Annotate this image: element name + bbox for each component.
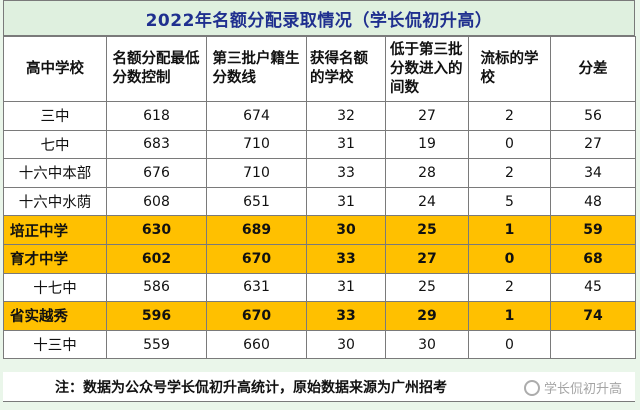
table-cell-school[interactable]: 三中 bbox=[3, 101, 107, 131]
table-cell-batch3[interactable]: 710 bbox=[206, 129, 307, 160]
column-header-got-quota: 获得名额的学校 bbox=[306, 36, 386, 102]
table-cell-quota-min[interactable]: 596 bbox=[106, 301, 207, 331]
table-cell-below[interactable]: 28 bbox=[385, 158, 469, 188]
table-cell-batch3[interactable]: 670 bbox=[206, 243, 307, 274]
table-cell-school[interactable]: 七中 bbox=[3, 129, 107, 160]
table-cell-school[interactable]: 育才中学 bbox=[3, 243, 107, 274]
table-cell-batch3[interactable]: 660 bbox=[206, 329, 307, 360]
table-cell-diff[interactable]: 48 bbox=[550, 186, 636, 217]
table-cell-got[interactable]: 31 bbox=[306, 186, 386, 217]
table-cell-diff[interactable]: 59 bbox=[550, 215, 636, 245]
table-cell-quota-min[interactable]: 618 bbox=[106, 101, 207, 131]
table-cell-got[interactable]: 30 bbox=[306, 215, 386, 245]
table-cell-school[interactable]: 十六中本部 bbox=[3, 158, 107, 188]
table-cell-quota-min[interactable]: 683 bbox=[106, 129, 207, 160]
table-cell-below[interactable]: 24 bbox=[385, 186, 469, 217]
table-body: 三中 618 674 32 27 2 56 七中 683 710 31 19 0 27 十六中本部 676 71… bbox=[3, 101, 636, 360]
table-cell-diff[interactable]: 56 bbox=[550, 101, 636, 131]
table-title: 2022年名额分配录取情况（学长侃初升高） bbox=[3, 0, 635, 36]
table-cell-got[interactable]: 33 bbox=[306, 243, 386, 274]
table-row: 省实越秀 596 670 33 29 1 74 bbox=[3, 301, 636, 331]
table-cell-diff[interactable]: 74 bbox=[550, 301, 636, 331]
watermark-text: 学长侃初升高 bbox=[543, 382, 622, 397]
column-header-batch3: 第三批户籍生分数线 bbox=[206, 36, 307, 102]
table-cell-failed[interactable]: 0 bbox=[468, 329, 551, 360]
table-cell-school[interactable]: 十七中 bbox=[3, 272, 107, 303]
table-cell-school[interactable]: 省实越秀 bbox=[3, 301, 107, 331]
table-cell-got[interactable]: 31 bbox=[306, 129, 386, 160]
table-cell-failed[interactable]: 0 bbox=[468, 129, 551, 160]
table-row: 十六中本部 676 710 33 28 2 34 bbox=[3, 158, 636, 188]
column-header-diff: 分差 bbox=[550, 36, 636, 102]
table-cell-below[interactable]: 25 bbox=[385, 215, 469, 245]
column-header-school: 高中学校 bbox=[3, 36, 107, 102]
table-cell-batch3[interactable]: 689 bbox=[206, 215, 307, 245]
table-row: 十三中 559 660 30 30 0 bbox=[3, 329, 636, 360]
table-cell-batch3[interactable]: 631 bbox=[206, 272, 307, 303]
table-footnote: 注：数据为公众号学长侃初升高统计，原始数据来源为广州招考 bbox=[3, 372, 635, 402]
table-cell-school[interactable]: 培正中学 bbox=[3, 215, 107, 245]
table-cell-failed[interactable]: 1 bbox=[468, 301, 551, 331]
table-cell-batch3[interactable]: 710 bbox=[206, 158, 307, 188]
table-cell-quota-min[interactable]: 602 bbox=[106, 243, 207, 274]
table-cell-quota-min[interactable]: 676 bbox=[106, 158, 207, 188]
table-cell-below[interactable]: 25 bbox=[385, 272, 469, 303]
table-cell-diff[interactable]: 34 bbox=[550, 158, 636, 188]
admission-table: 高中学校 名额分配最低分数控制 第三批户籍生分数线 获得名额的学校 低于第三批分… bbox=[3, 36, 636, 360]
watermark: 学长侃初升高 bbox=[523, 378, 622, 397]
table-row: 育才中学 602 670 33 27 0 68 bbox=[3, 243, 636, 274]
table-cell-batch3[interactable]: 674 bbox=[206, 101, 307, 131]
table-cell-failed[interactable]: 2 bbox=[468, 272, 551, 303]
table-cell-school[interactable]: 十三中 bbox=[3, 329, 107, 360]
table-row: 十六中水荫 608 651 31 24 5 48 bbox=[3, 186, 636, 217]
table-cell-failed[interactable]: 0 bbox=[468, 243, 551, 274]
table-cell-failed[interactable]: 5 bbox=[468, 186, 551, 217]
table-cell-quota-min[interactable]: 586 bbox=[106, 272, 207, 303]
table-cell-quota-min[interactable]: 630 bbox=[106, 215, 207, 245]
table-cell-batch3[interactable]: 651 bbox=[206, 186, 307, 217]
column-header-below-batch3: 低于第三批分数进入的间数 bbox=[385, 36, 469, 102]
table-cell-got[interactable]: 31 bbox=[306, 272, 386, 303]
table-cell-below[interactable]: 19 bbox=[385, 129, 469, 160]
table-row: 三中 618 674 32 27 2 56 bbox=[3, 101, 636, 131]
table-cell-got[interactable]: 30 bbox=[306, 329, 386, 360]
column-header-quota-min: 名额分配最低分数控制 bbox=[106, 36, 207, 102]
table-cell-failed[interactable]: 1 bbox=[468, 215, 551, 245]
table-cell-below[interactable]: 30 bbox=[385, 329, 469, 360]
table-cell-got[interactable]: 33 bbox=[306, 158, 386, 188]
table-cell-below[interactable]: 29 bbox=[385, 301, 469, 331]
table-cell-diff[interactable]: 27 bbox=[550, 129, 636, 160]
table-cell-failed[interactable]: 2 bbox=[468, 158, 551, 188]
table-cell-below[interactable]: 27 bbox=[385, 243, 469, 274]
watermark-logo-icon bbox=[523, 379, 540, 396]
column-header-failed: 流标的学校 bbox=[468, 36, 551, 102]
table-cell-below[interactable]: 27 bbox=[385, 101, 469, 131]
table-row: 十七中 586 631 31 25 2 45 bbox=[3, 272, 636, 303]
table-cell-school[interactable]: 十六中水荫 bbox=[3, 186, 107, 217]
table-cell-got[interactable]: 33 bbox=[306, 301, 386, 331]
table-row: 培正中学 630 689 30 25 1 59 bbox=[3, 215, 636, 245]
table-cell-diff[interactable]: 45 bbox=[550, 272, 636, 303]
table-cell-diff[interactable] bbox=[550, 329, 636, 360]
table-cell-quota-min[interactable]: 608 bbox=[106, 186, 207, 217]
table-cell-got[interactable]: 32 bbox=[306, 101, 386, 131]
table-cell-batch3[interactable]: 670 bbox=[206, 301, 307, 331]
table-cell-diff[interactable]: 68 bbox=[550, 243, 636, 274]
table-row: 七中 683 710 31 19 0 27 bbox=[3, 129, 636, 160]
table-cell-failed[interactable]: 2 bbox=[468, 101, 551, 131]
header-row: 高中学校 名额分配最低分数控制 第三批户籍生分数线 获得名额的学校 低于第三批分… bbox=[3, 36, 636, 102]
table-cell-quota-min[interactable]: 559 bbox=[106, 329, 207, 360]
